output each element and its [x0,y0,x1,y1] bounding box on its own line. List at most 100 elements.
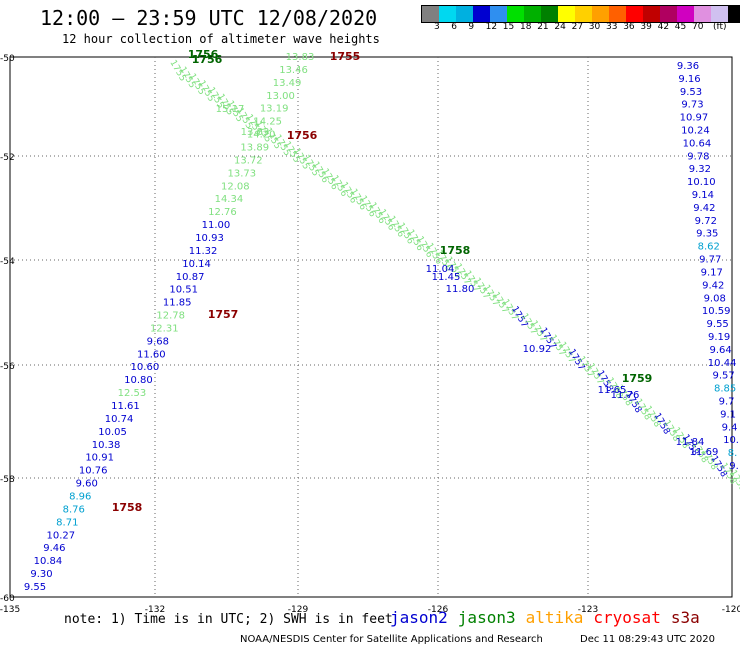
lon-tick-label: -120 [722,605,740,615]
wave-height-value: 10.97 [680,113,709,124]
wave-height-value: 11.80 [446,284,475,295]
wave-height-value: 10.93 [195,233,224,244]
wave-height-value: 9.08 [704,293,726,304]
wave-height-value: 10.80 [124,375,153,386]
color-scale-label: 21 [537,22,549,32]
wave-height-value: 8.76 [63,504,85,515]
wave-height-value: 8.62 [698,242,720,253]
wave-height-value: 9.46 [43,543,65,554]
wave-height-value: 9.35 [696,229,718,240]
wave-height-value: 11.60 [137,349,166,360]
wave-height-value: 10.64 [683,138,712,149]
wave-height-value: 13.49 [273,78,302,89]
lat-tick-label: -58 [0,475,15,485]
satellite-legend: jason2 jason3 altika cryosat s3a [390,608,710,627]
wave-height-value: 9.1 [720,409,736,420]
color-scale-label: 33 [606,22,618,32]
wave-height-value: 10.24 [681,126,710,137]
color-scale-label: 15 [502,22,515,32]
wave-height-value: 12.53 [118,388,147,399]
color-swatch [439,6,456,22]
wave-height-value: 11.00 [202,220,231,231]
wave-height-value: 12.78 [156,311,185,322]
color-scale-label: 45 [674,22,687,32]
satellite-name: s3a [670,608,700,627]
wave-height-value: 14.25 [253,117,282,128]
color-swatch [660,6,677,22]
wave-height-value: 14.34 [215,194,244,205]
wave-height-value: 10.76 [79,466,108,477]
color-scale-label: 18 [520,22,532,32]
wave-height-value: 8.85 [714,384,736,395]
wave-height-value: 12.08 [221,181,250,192]
wave-height-value: 11.65 [598,385,627,396]
color-swatch [524,6,541,22]
wave-height-value: 11.84 [676,437,705,448]
wave-height-value: 10.60 [131,362,160,373]
page-subtitle: 12 hour collection of altimeter wave hei… [62,32,380,46]
color-swatch [456,6,473,22]
wave-height-value: 8.96 [69,492,91,503]
wave-height-value: 10.91 [85,453,114,464]
satellite-name: cryosat [593,608,661,627]
lat-tick-label: -56 [0,362,15,372]
wave-height-value: 9.72 [695,216,717,227]
wave-height-value: 9.7 [719,396,735,407]
time-label: 1758 [440,244,471,257]
color-scale-label: 30 [588,22,601,32]
wave-height-value: 13.19 [260,104,289,115]
time-label: 1756 [192,53,223,66]
wave-height-value: 9.73 [681,100,703,111]
time-label: 1756 [287,129,318,142]
wave-height-value: 11.45 [432,272,461,283]
wave-height-value: 11.61 [111,401,140,412]
time-label: 1756 [188,48,219,61]
color-swatch [507,6,524,22]
wave-height-value: 9.55 [24,582,46,593]
wave-height-value: 8. [728,448,738,459]
color-scale-label: 6 [451,22,457,32]
wave-height-value: 9.14 [692,190,714,201]
color-swatch [711,6,728,22]
satellite-name: jason2 [390,608,448,627]
wave-height-value: 12.31 [150,323,179,334]
wave-height-value: 9.42 [702,280,724,291]
lat-tick-label: -60 [0,594,15,604]
wave-height-value: 9.77 [699,255,721,266]
color-scale-label: 3 [434,22,440,32]
wave-height-value: 15.17 [216,104,245,115]
wave-height-value: 9.17 [701,267,723,278]
satellite-name: altika [525,608,584,627]
wave-height-value: 13.73 [228,168,257,179]
wave-height-value: 13.83 [286,52,315,63]
lon-tick-label: -126 [428,605,449,615]
wave-height-value: 9.42 [693,203,715,214]
wave-height-value: 8.71 [56,517,78,528]
wave-height-value: 11.69 [690,447,719,458]
color-swatch [575,6,592,22]
time-label: 1755 [330,50,361,63]
wave-height-value: 9.53 [680,87,702,98]
note-text: note: 1) Time is in UTC; 2) SWH is in fe… [64,612,393,627]
color-swatch [677,6,694,22]
wave-height-value: 10.87 [176,272,205,283]
wave-height-value: 10.14 [182,259,211,270]
time-label: 1758 [112,501,143,514]
wave-height-value: 10.27 [47,530,76,541]
lon-tick-label: -123 [578,605,598,615]
wave-height-value: 11.85 [163,298,192,309]
wave-height-value: 9. [729,461,739,472]
wave-height-value: 9.57 [712,371,734,382]
wave-height-value: 9.4 [722,422,738,433]
wave-height-value: 13.72 [234,155,263,166]
wave-height-value: 13.89 [240,142,269,153]
wave-height-value: 14.20 [247,130,276,141]
footer-credit: NOAA/NESDIS Center for Satellite Applica… [240,634,543,645]
time-label: 1759 [622,372,653,385]
lon-tick-label: -135 [0,605,20,615]
wave-height-value: 10.74 [105,414,134,425]
wave-height-value: 13.83 [241,127,270,138]
wave-height-value: 9.16 [678,74,700,85]
color-swatch [592,6,609,22]
footer-timestamp: Dec 11 08:29:43 UTC 2020 [580,634,715,645]
